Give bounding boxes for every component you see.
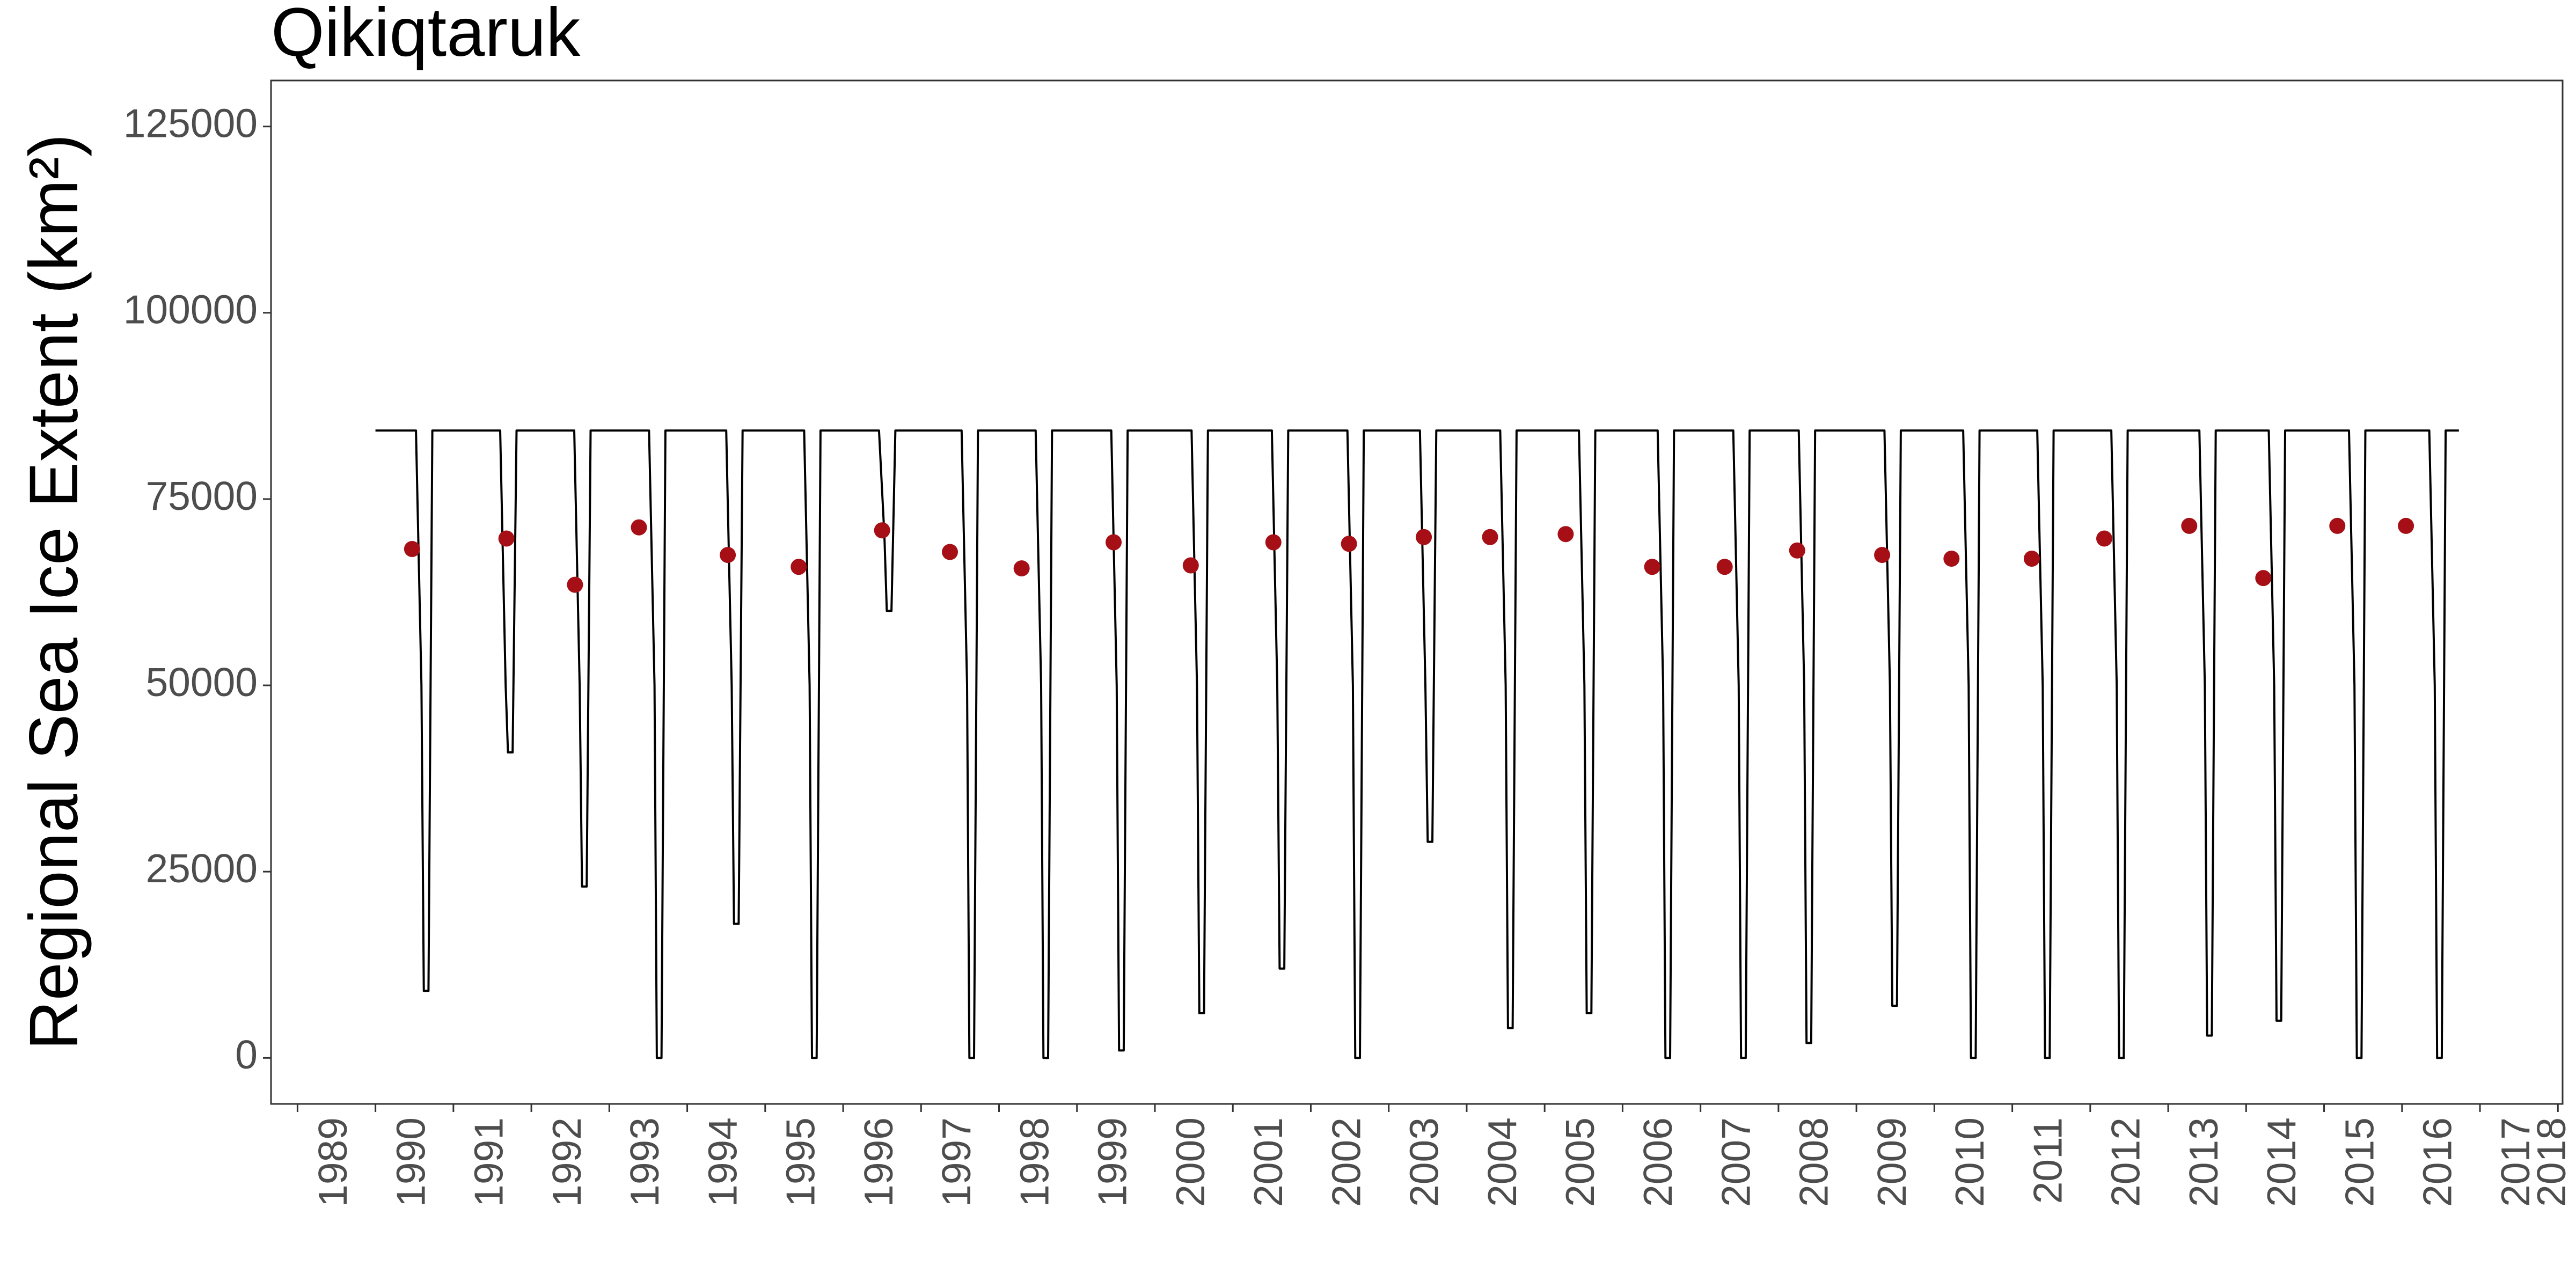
plot-panel: [270, 79, 2564, 1105]
point: [1341, 536, 1357, 552]
x-tick-label: 2004: [1480, 1117, 1525, 1207]
x-tick-label: 1999: [1090, 1117, 1135, 1207]
x-tick-label: 2012: [2103, 1117, 2148, 1207]
extent-line: [375, 429, 2459, 1059]
y-axis-label: Regional Sea Ice Extent (km²): [16, 134, 92, 1050]
point: [1182, 557, 1199, 574]
x-tick-label: 1993: [622, 1117, 667, 1207]
x-tick-label: 1989: [310, 1117, 355, 1207]
x-tick-label: 2006: [1635, 1117, 1680, 1207]
point: [1265, 534, 1282, 551]
point: [1716, 559, 1733, 575]
point: [1943, 551, 1960, 567]
point: [2255, 570, 2272, 587]
y-tick-label: 125000: [123, 101, 258, 146]
point: [404, 540, 420, 557]
point: [874, 522, 890, 539]
point: [1106, 534, 1122, 551]
x-tick-label: 1996: [856, 1117, 901, 1207]
point: [1013, 560, 1030, 577]
x-tick-label: 2008: [1791, 1117, 1836, 1207]
y-tick-label: 100000: [123, 287, 258, 332]
x-tick-label: 2010: [1947, 1117, 1992, 1207]
point: [1416, 529, 1432, 545]
x-tick-label: 1990: [388, 1117, 433, 1207]
x-tick-label: 1997: [934, 1117, 979, 1207]
y-tick-label: 75000: [145, 473, 258, 518]
point: [498, 530, 515, 547]
point: [942, 544, 958, 560]
point: [2096, 530, 2112, 547]
x-tick-label: 1992: [544, 1117, 589, 1207]
y-tick-label: 25000: [145, 846, 258, 891]
y-tick-label: 0: [235, 1032, 258, 1077]
x-tick-label: 2005: [1557, 1117, 1602, 1207]
point: [1874, 547, 1891, 564]
x-tick-label: 2017: [2493, 1117, 2538, 1207]
x-tick-label: 1991: [466, 1117, 511, 1207]
x-tick-label: 1994: [700, 1117, 745, 1207]
x-tick-label: 2011: [2025, 1117, 2070, 1204]
x-tick-label: 2000: [1168, 1117, 1213, 1207]
point: [631, 519, 647, 536]
x-tick-label: 1995: [778, 1117, 823, 1207]
x-tick-label: 1998: [1012, 1117, 1057, 1207]
y-tick-label: 50000: [145, 660, 258, 705]
point: [2181, 517, 2198, 534]
x-tick-label: 2018: [2529, 1117, 2574, 1207]
point: [1789, 542, 1805, 559]
x-tick-label: 2015: [2337, 1117, 2382, 1207]
point: [2398, 517, 2414, 534]
point: [567, 576, 583, 593]
point: [1557, 526, 1574, 543]
point: [1644, 559, 1660, 575]
point: [2329, 517, 2346, 534]
x-tick-label: 2009: [1869, 1117, 1914, 1207]
x-tick-label: 2002: [1323, 1117, 1368, 1207]
x-tick-label: 2014: [2259, 1117, 2304, 1207]
chart-title: Qikiqtaruk: [271, 0, 581, 71]
point: [1482, 529, 1498, 545]
x-tick-label: 2007: [1713, 1117, 1758, 1207]
point: [791, 559, 807, 575]
x-tick-label: 2003: [1402, 1117, 1447, 1207]
point: [720, 547, 736, 564]
x-tick-label: 2001: [1246, 1117, 1291, 1207]
x-tick-label: 2013: [2181, 1117, 2226, 1207]
point: [2023, 551, 2040, 567]
x-tick-label: 2016: [2415, 1117, 2460, 1207]
